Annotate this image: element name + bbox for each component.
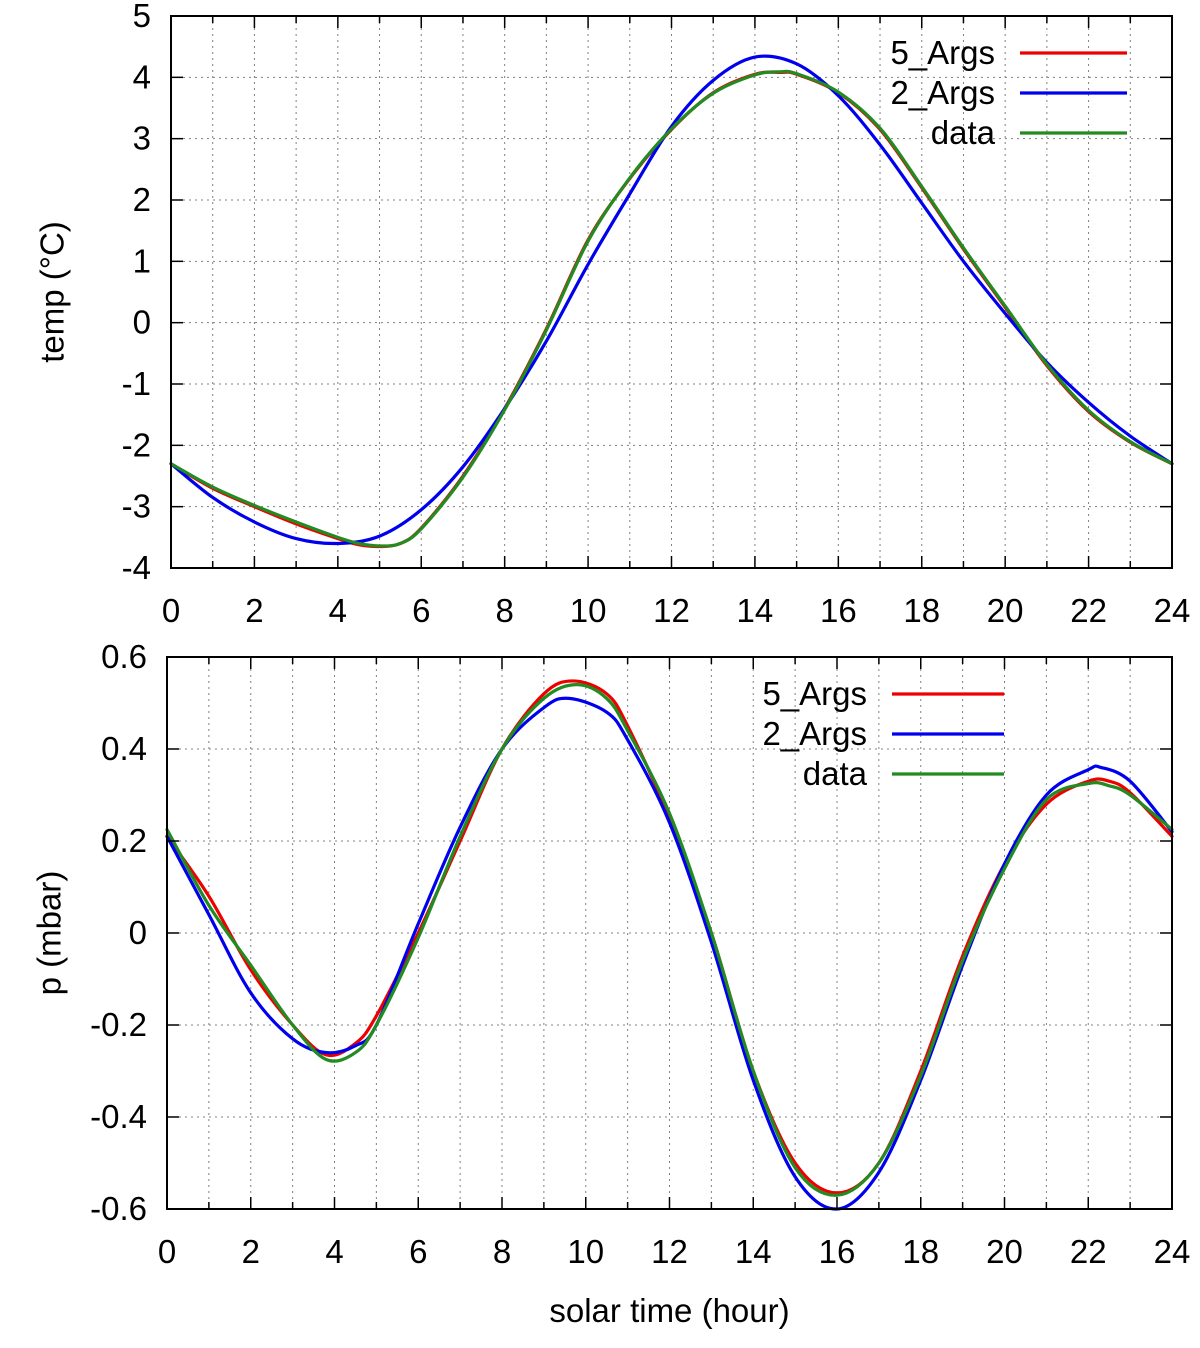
x-tick-label: 2 xyxy=(245,592,263,629)
y-tick-label: -4 xyxy=(122,549,151,586)
pressure-chart: 0 2 4 6 8 10 12 14 16 18 20 22 24-0.6-0.4-0.200.20.4… xyxy=(31,638,1191,1329)
y-axis-label: p (mbar) xyxy=(31,871,68,996)
y-tick-label: 0 xyxy=(133,304,151,341)
y-tick-label: -2 xyxy=(122,426,151,463)
x-tick-label: 22 xyxy=(1070,592,1107,629)
x-tick-label: 20 xyxy=(986,1233,1023,1270)
x-tick-label: 0 xyxy=(158,1233,176,1270)
y-tick-label: -0.6 xyxy=(90,1190,147,1227)
plot-frame xyxy=(170,15,1173,569)
legend-label: data xyxy=(803,755,868,792)
legend-label: 2_Args xyxy=(762,715,867,752)
legend-label: 5_Args xyxy=(762,675,867,712)
x-axis-label: solar time (hour) xyxy=(549,1292,789,1329)
y-tick-label: 4 xyxy=(133,58,151,95)
y-tick-label: -1 xyxy=(122,365,151,402)
plot-frame xyxy=(166,656,1173,1210)
x-tick-label: 22 xyxy=(1070,1233,1107,1270)
series-line-data xyxy=(165,683,1174,1197)
y-tick-label: 0.4 xyxy=(101,730,147,767)
y-tick-label: 0 xyxy=(129,914,147,951)
series-lines xyxy=(165,679,1174,1211)
x-tick-label: 0 xyxy=(162,592,180,629)
x-tick-label: 8 xyxy=(493,1233,511,1270)
y-tick-label: 3 xyxy=(133,120,151,157)
x-tick-label: 24 xyxy=(1154,1233,1191,1270)
series-lines xyxy=(169,54,1174,549)
x-tick-label: 10 xyxy=(567,1233,604,1270)
series-line-2-args xyxy=(169,54,1174,546)
x-tick-label: 12 xyxy=(651,1233,688,1270)
x-tick-label: 8 xyxy=(495,592,513,629)
grid-lines xyxy=(171,16,1172,568)
x-tick-label: 24 xyxy=(1154,592,1191,629)
legend-label: 5_Args xyxy=(890,34,995,71)
x-tick-label: 18 xyxy=(903,592,940,629)
x-tick-label: 4 xyxy=(329,592,347,629)
y-tick-label: -3 xyxy=(122,488,151,525)
y-tick-label: 2 xyxy=(133,181,151,218)
legend-label: 2_Args xyxy=(890,74,995,111)
tick-labels: 0 2 4 6 8 10 12 14 16 18 20 22 24-0.6-0.4-0.200.20.4… xyxy=(90,638,1190,1270)
y-tick-label: 1 xyxy=(133,242,151,279)
series-line-2-args xyxy=(165,696,1174,1211)
legend-label: data xyxy=(931,114,996,151)
y-tick-label: -0.4 xyxy=(90,1098,147,1135)
x-tick-label: 14 xyxy=(735,1233,772,1270)
x-tick-label: 16 xyxy=(819,1233,856,1270)
y-tick-label: 0.2 xyxy=(101,822,147,859)
series-line-data xyxy=(169,69,1174,548)
x-tick-label: 20 xyxy=(987,592,1024,629)
y-axis-label: temp (°C) xyxy=(34,221,71,363)
grid-lines xyxy=(167,657,1172,1209)
x-tick-label: 6 xyxy=(412,592,430,629)
x-tick-label: 10 xyxy=(570,592,607,629)
y-tick-label: 5 xyxy=(133,0,151,34)
x-tick-label: 14 xyxy=(737,592,774,629)
x-tick-label: 16 xyxy=(820,592,857,629)
x-tick-label: 2 xyxy=(242,1233,260,1270)
x-tick-label: 4 xyxy=(325,1233,343,1270)
x-tick-label: 18 xyxy=(902,1233,939,1270)
y-tick-label: -0.2 xyxy=(90,1006,147,1043)
x-tick-label: 6 xyxy=(409,1233,427,1270)
x-tick-label: 12 xyxy=(653,592,690,629)
y-tick-label: 0.6 xyxy=(101,638,147,675)
